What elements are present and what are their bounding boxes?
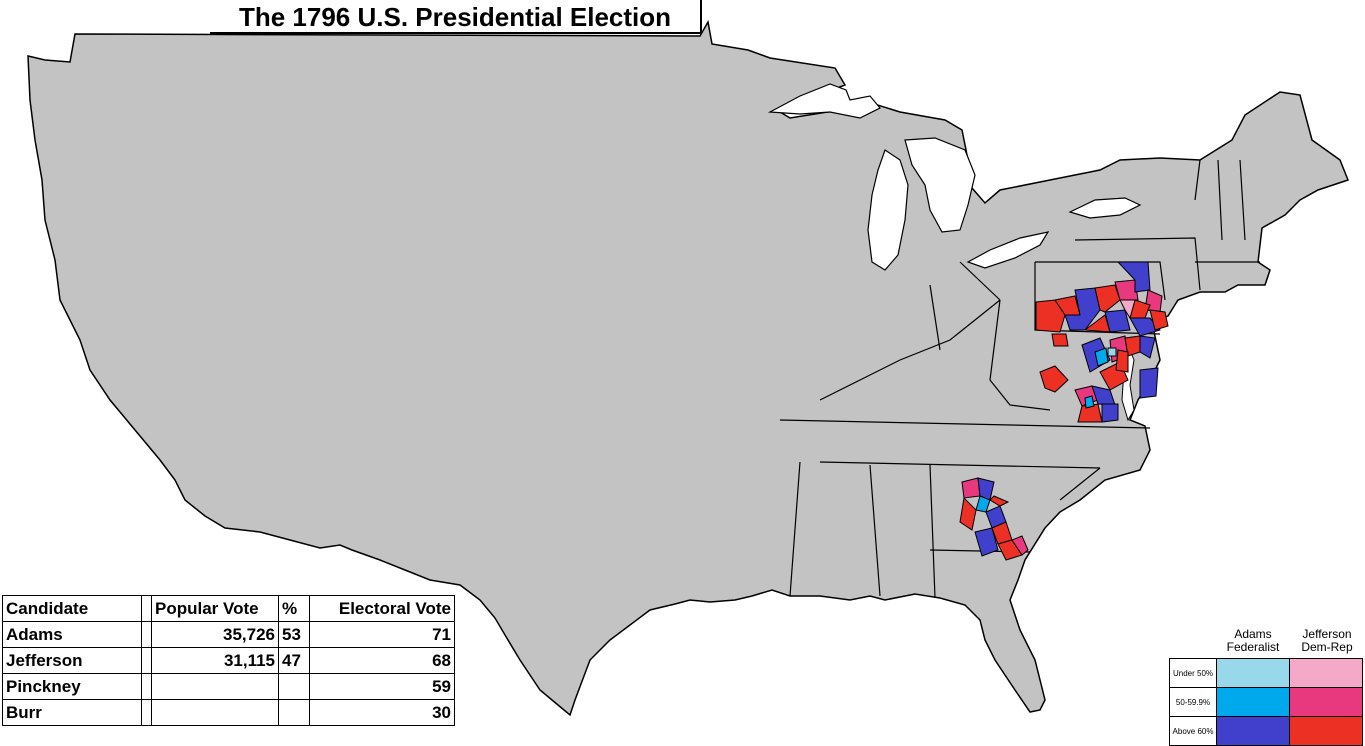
legend-adams-name: Adams — [1234, 627, 1272, 641]
legend-grid: Under 50% 50-59.9% Above 60% — [1169, 658, 1363, 746]
percent — [278, 699, 310, 726]
lake-huron — [904, 137, 976, 233]
legend-swatch-adams — [1216, 716, 1290, 746]
spacer-cell — [141, 621, 152, 648]
legend-row: Above 60% — [1169, 716, 1363, 746]
south-carolina-results — [959, 477, 1029, 561]
table-row: Jefferson 31,115 47 68 — [2, 647, 455, 674]
maryland-virginia-results — [1039, 333, 1159, 423]
state-borders — [779, 159, 1260, 599]
table-row: Burr 30 — [2, 699, 455, 726]
header-candidate: Candidate — [2, 595, 142, 622]
legend-adams-header: Adams Federalist — [1217, 628, 1289, 654]
legend-swatch-jefferson — [1289, 687, 1363, 717]
pennsylvania-results — [1035, 261, 1169, 337]
spacer-cell — [141, 595, 152, 622]
map-title: The 1796 U.S. Presidential Election — [210, 0, 702, 34]
lake-michigan — [867, 149, 909, 271]
legend-adams-party: Federalist — [1226, 640, 1280, 654]
legend-label: Under 50% — [1169, 658, 1217, 688]
legend-row: Under 50% — [1169, 658, 1363, 688]
spacer-cell — [141, 673, 152, 700]
legend-label: 50-59.9% — [1169, 687, 1217, 717]
percent: 47 — [278, 647, 310, 674]
popular-vote: 31,115 — [151, 647, 279, 674]
header-popular-vote: Popular Vote — [151, 595, 279, 622]
electoral-vote: 30 — [309, 699, 455, 726]
legend-swatch-adams — [1216, 658, 1290, 688]
percent — [278, 673, 310, 700]
legend-swatch-adams — [1216, 687, 1290, 717]
popular-vote — [151, 699, 279, 726]
candidate-name: Jefferson — [2, 647, 142, 674]
legend-jefferson-name: Jefferson — [1302, 627, 1352, 641]
candidate-name: Pinckney — [2, 673, 142, 700]
spacer-cell — [141, 647, 152, 674]
legend: Adams Federalist Jefferson Dem-Rep Under… — [1169, 628, 1365, 746]
legend-swatch-jefferson — [1289, 716, 1363, 746]
header-percent: % — [278, 595, 310, 622]
table-header-row: Candidate Popular Vote % Electoral Vote — [2, 595, 455, 622]
popular-vote — [151, 673, 279, 700]
us-map — [27, 19, 1349, 717]
legend-label: Above 60% — [1169, 716, 1217, 746]
candidate-name: Adams — [2, 621, 142, 648]
header-electoral-vote: Electoral Vote — [309, 595, 455, 622]
results-table: Candidate Popular Vote % Electoral Vote … — [2, 595, 455, 726]
lake-erie — [966, 231, 1050, 269]
table-row: Adams 35,726 53 71 — [2, 621, 455, 648]
legend-swatch-jefferson — [1289, 658, 1363, 688]
spacer-cell — [141, 699, 152, 726]
electoral-vote: 59 — [309, 673, 455, 700]
legend-jefferson-header: Jefferson Dem-Rep — [1290, 628, 1364, 654]
legend-row: 50-59.9% — [1169, 687, 1363, 717]
table-row: Pinckney 59 — [2, 673, 455, 700]
lake-ontario — [1068, 197, 1142, 219]
percent: 53 — [278, 621, 310, 648]
electoral-vote: 71 — [309, 621, 455, 648]
popular-vote: 35,726 — [151, 621, 279, 648]
candidate-name: Burr — [2, 699, 142, 726]
legend-jefferson-party: Dem-Rep — [1301, 640, 1353, 654]
lake-superior — [767, 83, 881, 119]
electoral-vote: 68 — [309, 647, 455, 674]
